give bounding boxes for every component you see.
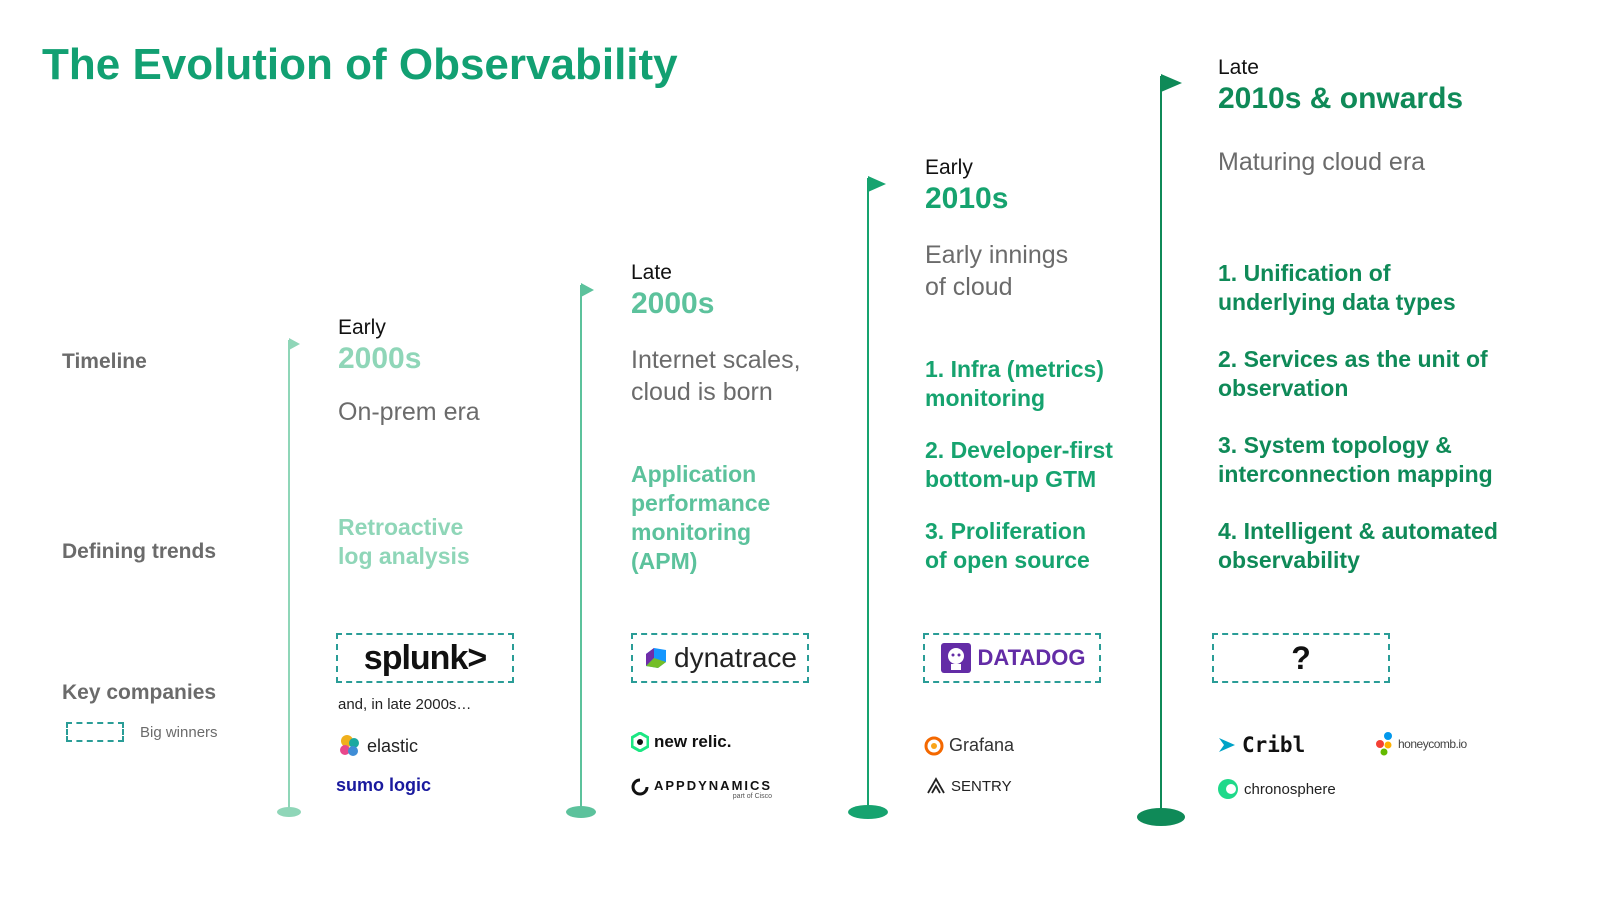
chronosphere-icon: [1218, 779, 1238, 799]
page-title: The Evolution of Observability: [42, 40, 678, 89]
era-4-when: Late: [1218, 56, 1259, 79]
era-2-when: Late: [631, 261, 672, 284]
era-1-trends: Retroactive log analysis: [338, 513, 470, 594]
era-3-period: 2010s: [925, 182, 1009, 215]
era-4-subtitle: Maturing cloud era: [1218, 148, 1426, 176]
appdynamics-icon: [631, 778, 649, 796]
flag-3-icon: [868, 176, 886, 192]
row-label-timeline: Timeline: [62, 350, 147, 373]
appdynamics-logo: APPDYNAMICS part of Cisco: [631, 778, 772, 800]
era-1-note: and, in late 2000s…: [338, 696, 472, 713]
era-4-period: 2010s & onwards: [1218, 82, 1464, 115]
flag-pole-2: [566, 283, 596, 818]
era-2-subtitle: Internet scales, cloud is born: [631, 346, 801, 406]
legend-dashed-box: [66, 722, 124, 742]
sentry-logo: SENTRY: [926, 777, 1012, 795]
flag-4-icon: [1161, 74, 1182, 92]
grafana-icon: [924, 736, 944, 755]
flag-pole-3: [848, 176, 888, 819]
sentry-icon: [927, 777, 945, 794]
grafana-logo: Grafana: [924, 735, 1014, 756]
datadog-logo: DATADOG: [977, 645, 1086, 670]
elastic-logo: elastic: [338, 734, 418, 758]
flag-2-icon: [581, 283, 594, 297]
era-4-trends: 1. Unification of underlying data types …: [1218, 259, 1498, 598]
honeycomb-logo: honeycomb.io: [1375, 731, 1467, 757]
unknown-winner-mark: ?: [1291, 639, 1311, 676]
era-2-trends: Application performance monitoring (APM): [631, 460, 770, 599]
new-relic-icon: [631, 732, 649, 752]
cribl-icon: [1219, 738, 1235, 752]
dynatrace-icon: [646, 648, 667, 668]
honeycomb-icon: [1376, 732, 1392, 756]
era-3-when: Early: [925, 156, 973, 179]
era-3-trend-3: 3. Proliferation of open source: [925, 518, 1090, 573]
era-1-when: Early: [338, 316, 386, 339]
dynatrace-logo: dynatrace: [674, 642, 797, 673]
chronosphere-logo: chronosphere: [1217, 778, 1336, 800]
flag-1-icon: [289, 338, 300, 350]
elastic-icon: [340, 735, 359, 756]
era-1-big-winner-box: splunk>: [336, 633, 514, 683]
era-3-big-winner-box: DATADOG: [923, 633, 1101, 683]
era-1-subtitle: On-prem era: [338, 398, 480, 426]
flag-pole-4: [1137, 74, 1185, 826]
era-4-trend-2: 2. Services as the unit of observation: [1218, 346, 1488, 401]
new-relic-logo: new relic.: [631, 732, 731, 752]
datadog-icon: [940, 643, 971, 673]
era-3-trends: 1. Infra (metrics) monitoring 2. Develop…: [925, 355, 1113, 598]
era-1-period: 2000s: [338, 342, 422, 375]
splunk-logo: splunk>: [363, 638, 487, 677]
era-2-period: 2000s: [631, 287, 715, 320]
era-4-trend-3: 3. System topology & interconnection map…: [1218, 432, 1493, 487]
era-1-trend: Retroactive log analysis: [338, 514, 470, 569]
era-2-trend: Application performance monitoring (APM): [631, 461, 771, 574]
era-3-trend-1: 1. Infra (metrics) monitoring: [925, 356, 1104, 411]
era-4-big-winner-box: ?: [1212, 633, 1390, 683]
era-4-trend-1: 1. Unification of underlying data types: [1218, 260, 1456, 315]
sumo-logic-logo: sumo logic: [336, 775, 432, 795]
row-label-defining-trends: Defining trends: [62, 540, 217, 563]
era-2-big-winner-box: dynatrace: [631, 633, 809, 683]
era-3-subtitle: Early innings of cloud: [925, 241, 1069, 301]
era-3-trend-2: 2. Developer-first bottom-up GTM: [925, 437, 1113, 492]
era-4-trend-4: 4. Intelligent & automated observability: [1218, 518, 1498, 573]
legend-label: Big winners: [140, 724, 218, 741]
row-label-key-companies: Key companies: [62, 681, 217, 704]
flag-pole-1: [277, 338, 301, 817]
cribl-logo: Cribl: [1217, 733, 1305, 757]
